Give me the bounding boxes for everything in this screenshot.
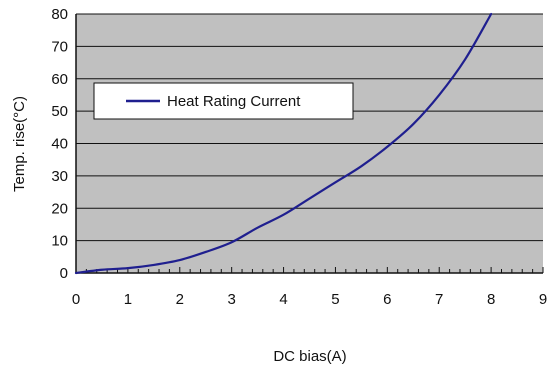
series-layer (74, 12, 493, 275)
y-tick-label: 10 (51, 233, 68, 250)
y-tick-label: 0 (60, 265, 68, 282)
y-tick-label: 70 (51, 38, 68, 55)
x-tick-labels: 0 1 2 3 4 5 6 7 8 9 (72, 291, 547, 308)
x-tick-label: 4 (279, 291, 287, 308)
legend-label: Heat Rating Current (167, 93, 301, 110)
x-tick-label: 3 (227, 291, 235, 308)
y-tick-label: 40 (51, 136, 68, 153)
x-tick-label: 5 (331, 291, 339, 308)
x-tick-label: 7 (435, 291, 443, 308)
y-tick-label: 80 (51, 6, 68, 23)
y-tick-label: 30 (51, 168, 68, 185)
x-tick-label: 9 (539, 291, 547, 308)
series-line (74, 12, 493, 275)
y-tick-label: 60 (51, 71, 68, 88)
x-tick-label: 1 (124, 291, 132, 308)
y-tick-label: 50 (51, 103, 68, 120)
grid-lines (76, 13, 543, 242)
x-tick-label: 2 (176, 291, 184, 308)
y-axis-label: Temp. rise(°C) (11, 96, 28, 192)
x-tick-label: 8 (487, 291, 495, 308)
y-tick-labels: 0 10 20 30 40 50 60 70 80 (51, 6, 68, 282)
legend: Heat Rating Current (93, 82, 354, 120)
x-tick-label: 0 (72, 291, 80, 308)
y-tick-label: 20 (51, 200, 68, 217)
x-axis-label: DC bias(A) (273, 348, 346, 365)
x-tick-label: 6 (383, 291, 391, 308)
